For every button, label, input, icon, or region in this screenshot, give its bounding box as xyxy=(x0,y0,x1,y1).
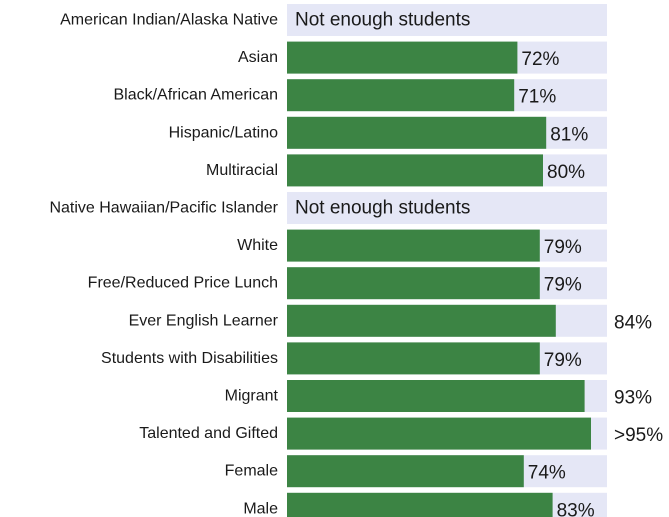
not-enough-students-label: Not enough students xyxy=(295,10,470,31)
bar-track xyxy=(287,4,607,36)
bar-row-free-reduced-price-lunch: Free/Reduced Price Lunch 79% xyxy=(88,267,607,300)
bar xyxy=(287,342,540,375)
category-label: Talented and Gifted xyxy=(139,425,278,442)
bar-row-american-indian-alaska-native: American Indian/Alaska Native Not enough … xyxy=(60,4,607,36)
bar xyxy=(287,455,524,488)
bar-row-migrant: Migrant 93% xyxy=(225,380,652,412)
not-enough-students-label: Not enough students xyxy=(295,198,470,219)
bar-row-talented-and-gifted: Talented and Gifted >95% xyxy=(139,417,663,450)
bar-row-asian: Asian 72% xyxy=(238,41,607,74)
bar xyxy=(287,304,556,337)
bar xyxy=(287,380,585,412)
bar xyxy=(287,417,591,450)
bar-row-female: Female 74% xyxy=(225,455,607,488)
category-label: Ever English Learner xyxy=(129,312,279,329)
bar xyxy=(287,116,547,149)
category-label: Female xyxy=(225,463,278,480)
category-label: White xyxy=(237,237,278,254)
bar xyxy=(287,267,540,300)
value-label: 81% xyxy=(550,124,588,145)
bar-track xyxy=(287,192,607,224)
bar-row-male: Male 83% xyxy=(243,492,607,517)
bar xyxy=(287,229,540,262)
value-label: 71% xyxy=(518,87,556,108)
value-label: 84% xyxy=(614,312,652,333)
bar-row-multiracial: Multiracial 80% xyxy=(206,154,607,187)
bar-row-black-african-american: Black/African American 71% xyxy=(113,79,607,112)
category-label: Multiracial xyxy=(206,162,278,179)
value-label: 72% xyxy=(521,49,559,70)
bar xyxy=(287,492,553,517)
bar xyxy=(287,154,543,187)
value-label: 83% xyxy=(557,500,595,517)
bar xyxy=(287,41,518,74)
category-label: Asian xyxy=(238,49,278,66)
category-label: Migrant xyxy=(225,388,279,405)
category-label: Hispanic/Latino xyxy=(169,124,279,141)
category-label: American Indian/Alaska Native xyxy=(60,12,278,29)
value-label: 79% xyxy=(544,275,582,296)
bar-row-students-with-disabilities: Students with Disabilities 79% xyxy=(101,342,607,375)
category-label: Male xyxy=(243,500,278,517)
value-label: 93% xyxy=(614,388,652,409)
bar-row-ever-english-learner: Ever English Learner 84% xyxy=(129,304,652,337)
category-label: Free/Reduced Price Lunch xyxy=(88,275,278,292)
value-label: 79% xyxy=(544,237,582,258)
category-label: Students with Disabilities xyxy=(101,350,278,367)
value-label: 80% xyxy=(547,162,585,183)
bar-row-native-hawaiian-pacific-islander: Native Hawaiian/Pacific Islander Not enou… xyxy=(49,192,607,224)
value-label: 79% xyxy=(544,350,582,371)
value-label: 74% xyxy=(528,463,566,484)
bar-row-white: White 79% xyxy=(237,229,607,262)
bar-row-hispanic-latino: Hispanic/Latino 81% xyxy=(169,116,607,149)
category-label: Native Hawaiian/Pacific Islander xyxy=(49,200,278,217)
category-label: Black/African American xyxy=(113,87,278,104)
bar xyxy=(287,79,515,112)
value-label: >95% xyxy=(614,425,663,446)
